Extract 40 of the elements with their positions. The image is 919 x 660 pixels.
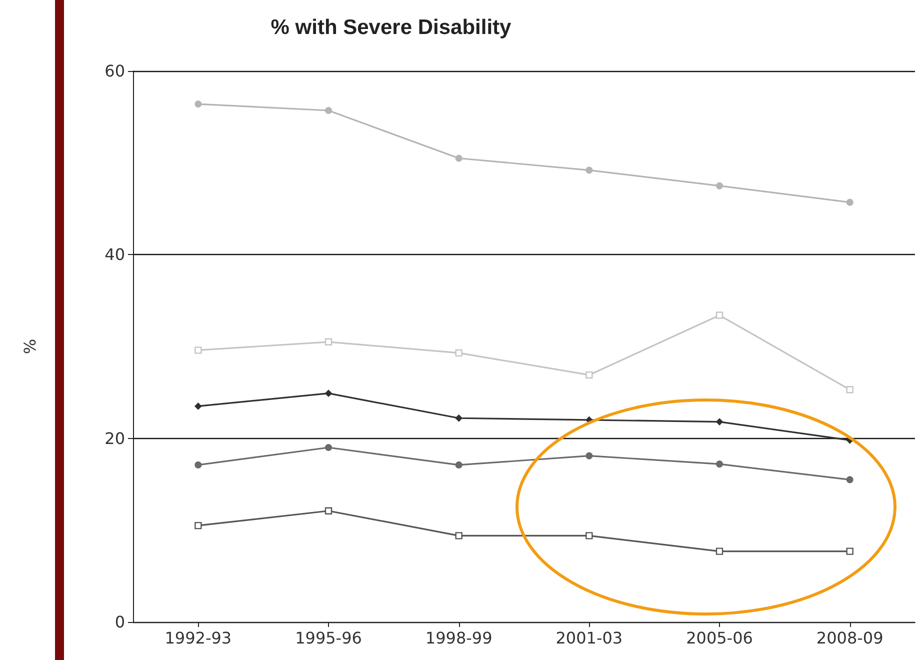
- point: [455, 349, 462, 357]
- point: [324, 338, 332, 346]
- chart-title: % with Severe Disability: [270, 16, 512, 39]
- point: [194, 522, 202, 530]
- point: [324, 507, 332, 514]
- point: [846, 198, 854, 206]
- point: [194, 461, 202, 468]
- y-axis-title: %: [20, 338, 40, 354]
- x-tick-label: 1998-99: [425, 628, 492, 648]
- point: [716, 182, 723, 190]
- x-tick-label: 1995-96: [295, 628, 362, 648]
- y-tick-label: 60: [104, 62, 125, 80]
- point: [325, 390, 332, 397]
- x-tick-label: 2001-03: [556, 628, 623, 648]
- y-tick-label: 40: [104, 245, 125, 264]
- point: [455, 461, 462, 468]
- point: [194, 346, 202, 354]
- point: [455, 532, 462, 540]
- point: [586, 371, 593, 379]
- point: [846, 476, 854, 484]
- point: [846, 386, 854, 394]
- point: [586, 166, 593, 174]
- point: [716, 312, 724, 319]
- point: [716, 548, 724, 555]
- point: [325, 106, 332, 114]
- y-tick-label: 0: [114, 612, 125, 632]
- x-tick-label: 1992-93: [164, 628, 232, 648]
- y-tick-label: 20: [104, 428, 125, 448]
- point: [325, 444, 332, 452]
- point: [194, 100, 202, 108]
- x-tick-label: 2005-06: [686, 628, 753, 648]
- point: [846, 548, 854, 555]
- point: [716, 460, 723, 468]
- point: [586, 452, 593, 460]
- point: [586, 532, 593, 540]
- point: [194, 402, 202, 410]
- point: [716, 418, 723, 426]
- point: [455, 154, 462, 162]
- point: [455, 414, 462, 422]
- x-tick-label: 2008-09: [816, 628, 884, 648]
